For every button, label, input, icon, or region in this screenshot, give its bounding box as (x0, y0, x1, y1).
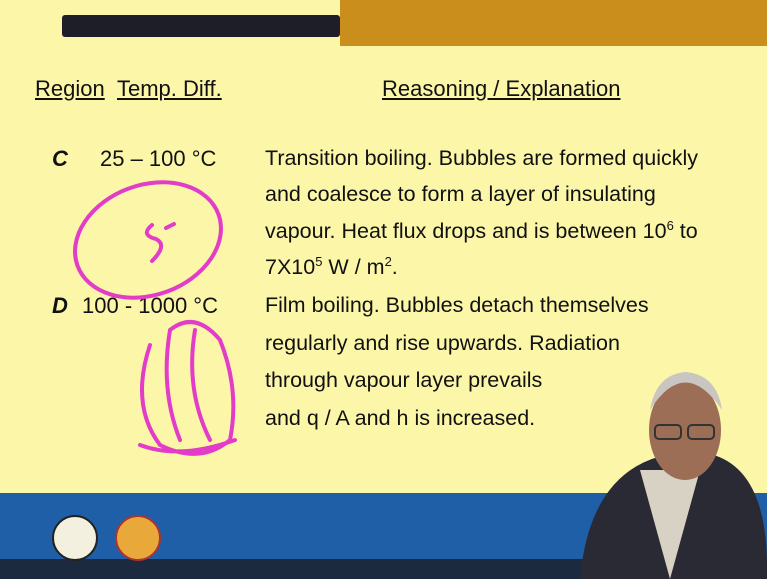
annotations (0, 0, 767, 579)
presenter (580, 372, 767, 579)
ink-scribble (140, 322, 235, 454)
ink-circle (59, 163, 238, 318)
slide: Region Temp. Diff. Reasoning / Explanati… (0, 0, 767, 579)
ink-scribble (147, 224, 174, 261)
logos (53, 516, 160, 560)
